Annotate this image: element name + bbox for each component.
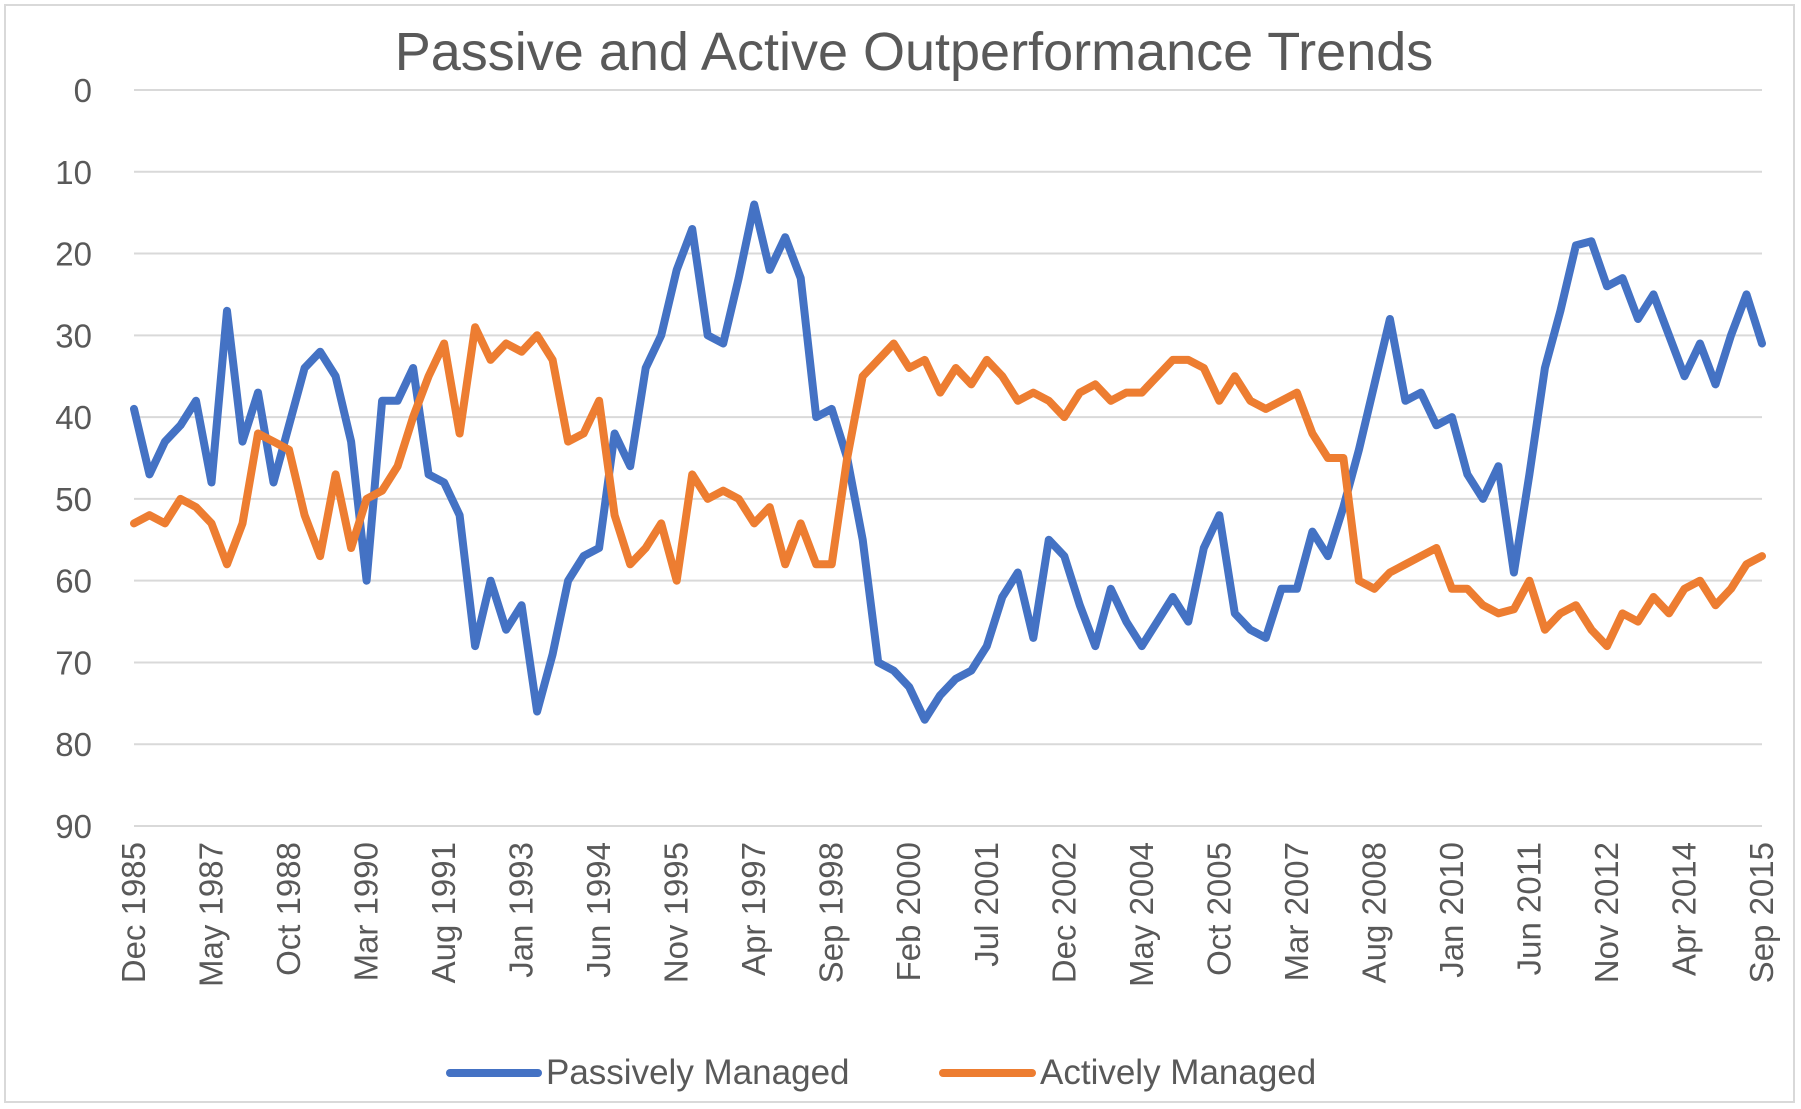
- x-tick-label: Dec 1985: [115, 842, 152, 983]
- x-tick-label: Sep 2015: [1743, 842, 1780, 983]
- y-tick-label: 90: [55, 808, 92, 845]
- chart-title: Passive and Active Outperformance Trends: [395, 22, 1434, 82]
- x-tick-label: May 2004: [1123, 842, 1160, 987]
- legend-item-actively-managed: Actively Managed: [939, 1053, 1316, 1092]
- x-tick-label: Nov 2012: [1588, 842, 1625, 983]
- x-tick-label: Apr 2014: [1665, 842, 1702, 976]
- legend-label-actively-managed: Actively Managed: [1040, 1053, 1316, 1092]
- y-tick-label: 20: [55, 236, 92, 273]
- x-tick-label: Oct 2005: [1200, 842, 1237, 976]
- y-tick-label: 60: [55, 563, 92, 600]
- y-axis-ticks: 0 10 20 30 40 50 60 70 80 90: [55, 72, 92, 845]
- legend: Passively Managed Actively Managed: [446, 1053, 1316, 1092]
- x-tick-label: Jun 1994: [580, 842, 617, 978]
- x-tick-label: Sep 1998: [813, 842, 850, 983]
- x-tick-label: Aug 2008: [1355, 842, 1392, 983]
- legend-item-passively-managed: Passively Managed: [446, 1053, 850, 1092]
- y-tick-label: 10: [55, 154, 92, 191]
- y-tick-label: 40: [55, 399, 92, 436]
- x-tick-label: Aug 1991: [425, 842, 462, 983]
- x-tick-label: Dec 2002: [1045, 842, 1082, 983]
- y-tick-label: 30: [55, 317, 92, 354]
- x-tick-label: Apr 1997: [735, 842, 772, 976]
- chart-frame: [4, 4, 1795, 1103]
- x-tick-label: Oct 1988: [270, 842, 307, 976]
- series-line-actively-managed: [130, 323, 1766, 651]
- x-tick-label: Jul 2001: [968, 842, 1005, 967]
- x-tick-label: Mar 2007: [1278, 842, 1315, 981]
- series-lines: [130, 200, 1766, 724]
- x-tick-label: Feb 2000: [890, 842, 927, 981]
- y-tick-label: 80: [55, 726, 92, 763]
- x-axis-ticks: Dec 1985 May 1987 Oct 1988 Mar 1990 Aug 1991…: [115, 842, 1780, 987]
- x-tick-label: Mar 1990: [348, 842, 385, 981]
- gridlines: [134, 89, 1762, 827]
- x-tick-label: Jan 2010: [1433, 842, 1470, 978]
- y-tick-label: 70: [55, 644, 92, 681]
- x-tick-label: Jun 2011: [1510, 842, 1547, 975]
- legend-label-passively-managed: Passively Managed: [546, 1053, 850, 1092]
- x-tick-label: Nov 1995: [658, 842, 695, 983]
- series-line-passively-managed: [130, 200, 1766, 724]
- x-tick-label: May 1987: [193, 842, 230, 987]
- y-tick-label: 50: [55, 481, 92, 518]
- y-tick-label: 0: [74, 72, 92, 109]
- x-tick-label: Jan 1993: [503, 842, 540, 978]
